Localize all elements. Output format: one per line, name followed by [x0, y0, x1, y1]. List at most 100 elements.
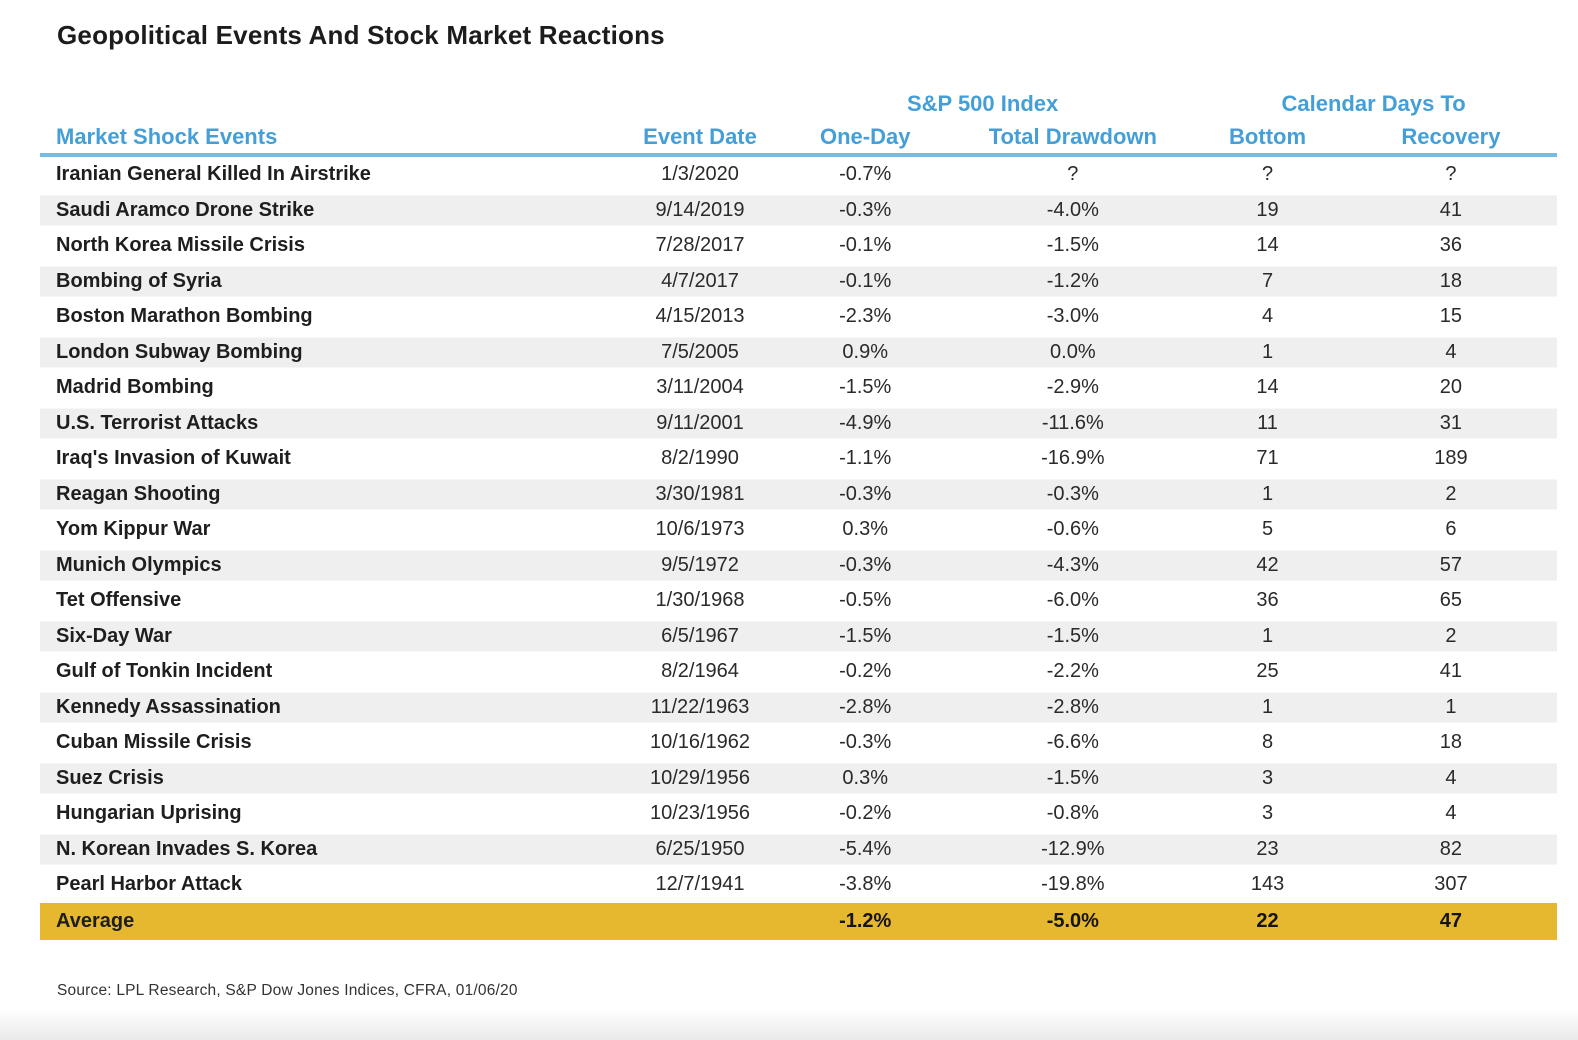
- event-name-cell: Kennedy Assassination: [56, 695, 281, 718]
- bottom-cell: 42: [1256, 553, 1279, 576]
- event-name-cell: U.S. Terrorist Attacks: [56, 411, 259, 434]
- total-drawdown-cell: -0.6%: [1046, 518, 1099, 540]
- table-row: Yom Kippur War 10/6/1973 0.3% -0.6% 5 6: [40, 512, 1557, 548]
- event-name-cell: Tet Offensive: [56, 589, 182, 611]
- one-day-cell: 0.9%: [842, 340, 888, 363]
- event-date-cell: 4/15/2013: [655, 305, 745, 327]
- average-total-drawdown-cell: -5.0%: [1046, 909, 1099, 932]
- recovery-cell: 4: [1445, 340, 1457, 363]
- bottom-cell: 3: [1261, 802, 1274, 824]
- event-date-cell: 8/2/1990: [661, 447, 739, 469]
- total-drawdown-cell: -2.2%: [1046, 660, 1099, 682]
- recovery-cell: 2: [1445, 482, 1457, 505]
- total-drawdown-cell: -2.9%: [1046, 376, 1099, 398]
- event-date-cell: 9/11/2001: [656, 411, 744, 434]
- event-date-cell: 10/6/1973: [655, 518, 745, 540]
- event-date-cell: 6/25/1950: [655, 837, 745, 860]
- event-name-cell: N. Korean Invades S. Korea: [56, 837, 318, 860]
- total-drawdown-cell: ?: [1067, 163, 1079, 185]
- event-date-cell: 8/2/1964: [661, 660, 739, 682]
- event-date-cell: 9/14/2019: [655, 198, 745, 221]
- one-day-cell: -0.3%: [839, 482, 892, 505]
- event-name-cell: Saudi Aramco Drone Strike: [56, 198, 315, 221]
- total-drawdown-cell: -6.0%: [1046, 589, 1099, 611]
- event-name-cell: Boston Marathon Bombing: [56, 305, 313, 327]
- bottom-cell: 19: [1256, 198, 1279, 221]
- bottom-cell: 23: [1256, 837, 1279, 860]
- event-date-cell: 9/5/1972: [661, 553, 739, 576]
- event-date-cell: 3/11/2004: [656, 376, 744, 398]
- table-row: Saudi Aramco Drone Strike 9/14/2019 -0.3% -…: [40, 192, 1557, 228]
- recovery-cell: 307: [1434, 873, 1468, 895]
- event-name-cell: Bombing of Syria: [56, 269, 222, 292]
- table-row: Bombing of Syria 4/7/2017 -0.1% -1.2% 7 18: [40, 263, 1557, 299]
- event-date-cell: 7/28/2017: [655, 234, 745, 256]
- column-header-bottom: Bottom: [1229, 124, 1307, 149]
- recovery-cell: 41: [1439, 198, 1463, 221]
- recovery-cell: 65: [1439, 589, 1463, 611]
- recovery-cell: 18: [1439, 269, 1463, 292]
- average-bottom-cell: 22: [1256, 909, 1279, 932]
- total-drawdown-cell: 0.0%: [1050, 340, 1096, 363]
- one-day-cell: -5.4%: [839, 837, 892, 860]
- one-day-cell: -0.5%: [839, 589, 892, 611]
- event-date-cell: 1/30/1968: [655, 589, 745, 611]
- event-name-cell: Iraq's Invasion of Kuwait: [56, 447, 291, 469]
- one-day-cell: -0.3%: [839, 198, 892, 221]
- table-row: Suez Crisis 10/29/1956 0.3% -1.5% 3 4: [40, 760, 1557, 796]
- recovery-cell: 18: [1439, 731, 1463, 753]
- table-row: Munich Olympics 9/5/1972 -0.3% -4.3% 42 57: [40, 547, 1557, 583]
- table-row: Madrid Bombing 3/11/2004 -1.5% -2.9% 14 20: [40, 370, 1557, 406]
- table-row: Boston Marathon Bombing 4/15/2013 -2.3% -3.…: [40, 299, 1557, 335]
- total-drawdown-cell: -12.9%: [1041, 837, 1105, 860]
- recovery-cell: 4: [1445, 802, 1457, 824]
- one-day-cell: -0.1%: [839, 234, 892, 256]
- event-date-cell: 10/23/1956: [649, 802, 751, 824]
- bottom-cell: ?: [1261, 163, 1274, 185]
- table-row: Hungarian Uprising 10/23/1956 -0.2% -0.8% 3 4: [40, 796, 1557, 832]
- total-drawdown-cell: -4.0%: [1046, 198, 1099, 221]
- recovery-cell: 57: [1439, 553, 1463, 576]
- average-row: Average -1.2% -5.0% 22 47: [40, 902, 1557, 940]
- event-date-cell: 11/22/1963: [650, 695, 750, 718]
- recovery-cell: 15: [1439, 305, 1463, 327]
- column-header-one-day: One-Day: [819, 124, 911, 149]
- one-day-cell: -4.9%: [839, 411, 892, 434]
- bottom-cell: 36: [1256, 589, 1279, 611]
- table-row: Six-Day War 6/5/1967 -1.5% -1.5% 1 2: [40, 618, 1557, 654]
- event-name-cell: Cuban Missile Crisis: [56, 731, 252, 753]
- source-attribution: Source: LPL Research, S&P Dow Jones Indi…: [57, 982, 518, 999]
- total-drawdown-cell: -11.6%: [1041, 411, 1104, 434]
- bottom-cell: 5: [1261, 518, 1274, 540]
- recovery-cell: 4: [1445, 766, 1457, 789]
- event-date-cell: 6/5/1967: [661, 624, 739, 647]
- event-name-cell: Six-Day War: [56, 624, 172, 647]
- total-drawdown-cell: -6.6%: [1046, 731, 1099, 753]
- events-table: S&P 500 Index Calendar Days To Market Sh…: [40, 88, 1557, 940]
- table-row: North Korea Missile Crisis 7/28/2017 -0.1%…: [40, 228, 1557, 264]
- group-header-sp500: S&P 500 Index: [907, 91, 1059, 116]
- column-header-row: Market Shock Events Event Date One-Day T…: [40, 120, 1557, 157]
- bottom-edge-fade: [0, 1010, 1578, 1040]
- recovery-cell: 189: [1434, 447, 1468, 469]
- column-header-total-drawdown: Total Drawdown: [988, 124, 1157, 149]
- total-drawdown-cell: -19.8%: [1041, 873, 1105, 895]
- table-row: London Subway Bombing 7/5/2005 0.9% 0.0% 1 4: [40, 334, 1557, 370]
- bottom-cell: 11: [1257, 411, 1278, 434]
- total-drawdown-cell: -1.2%: [1046, 269, 1099, 292]
- bottom-cell: 25: [1256, 660, 1279, 682]
- bottom-cell: 14: [1256, 376, 1279, 398]
- table-row: N. Korean Invades S. Korea 6/25/1950 -5.4%…: [40, 831, 1557, 867]
- one-day-cell: -0.3%: [839, 553, 892, 576]
- event-date-cell: 3/30/1981: [655, 482, 745, 505]
- average-recovery-cell: 47: [1439, 909, 1463, 932]
- average-label: Average: [56, 909, 135, 932]
- event-name-cell: London Subway Bombing: [56, 340, 303, 363]
- bottom-cell: 7: [1261, 269, 1274, 292]
- total-drawdown-cell: -3.0%: [1046, 305, 1099, 327]
- event-date-cell: 12/7/1941: [655, 873, 745, 895]
- group-header-calendar-days: Calendar Days To: [1281, 91, 1466, 116]
- one-day-cell: -1.1%: [839, 447, 892, 469]
- group-header-row: S&P 500 Index Calendar Days To: [40, 88, 1557, 120]
- event-name-cell: Hungarian Uprising: [56, 802, 242, 824]
